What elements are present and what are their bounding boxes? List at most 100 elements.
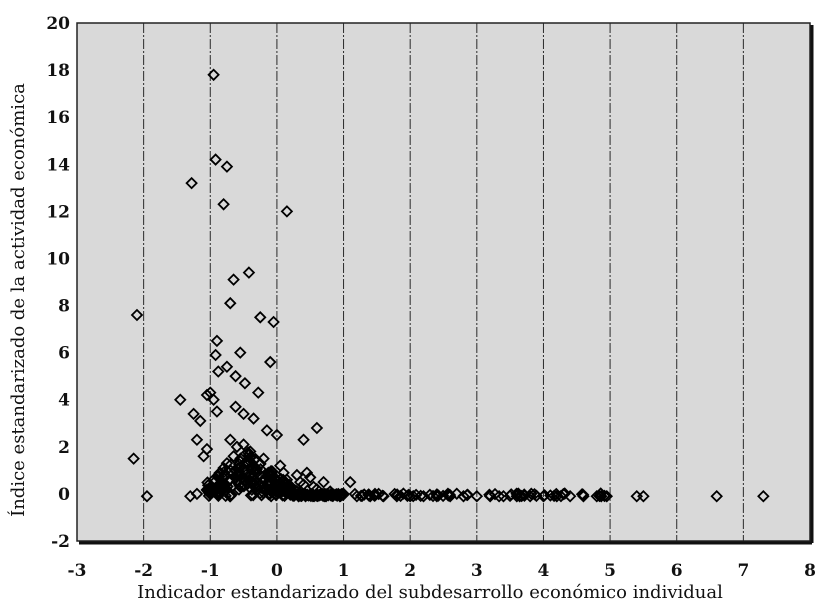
data-point <box>248 463 262 476</box>
y-tick-label: 10 <box>46 249 70 269</box>
data-point <box>127 452 140 465</box>
data-point <box>207 68 220 82</box>
data-point <box>461 488 474 502</box>
data-point <box>426 489 440 503</box>
x-tick-label: -1 <box>201 561 220 581</box>
data-point <box>594 487 607 500</box>
data-point <box>224 464 238 477</box>
data-point <box>598 489 611 503</box>
data-point <box>263 355 277 369</box>
data-point <box>254 481 268 495</box>
x-tick-label: 8 <box>804 561 816 581</box>
data-point <box>414 489 427 503</box>
data-point <box>204 480 218 494</box>
x-tick-label: -2 <box>134 561 153 581</box>
data-point <box>244 451 257 464</box>
x-tick-label: 5 <box>604 561 616 581</box>
data-point <box>450 487 464 500</box>
data-point <box>220 160 234 173</box>
y-tick-label: 4 <box>58 391 70 411</box>
data-point <box>244 476 258 490</box>
data-point <box>279 485 292 499</box>
data-point <box>515 489 528 503</box>
data-point <box>211 365 225 378</box>
data-point <box>267 315 280 329</box>
x-tick-label: -3 <box>68 561 87 581</box>
data-points <box>127 68 770 503</box>
data-point <box>207 393 220 407</box>
data-point <box>368 487 382 501</box>
data-point <box>253 311 267 324</box>
y-tick-label: 0 <box>58 485 70 505</box>
y-tick-label: 12 <box>46 202 70 222</box>
x-tick-label: 2 <box>404 561 416 581</box>
data-point <box>237 407 250 421</box>
data-point <box>297 433 310 447</box>
data-point <box>247 412 260 425</box>
x-tick-labels: -3 -2 -1 0 1 2 3 4 5 6 7 8 <box>68 561 816 581</box>
data-point <box>229 400 242 414</box>
data-point <box>270 428 284 442</box>
data-point <box>368 489 381 503</box>
plot-border <box>76 22 811 542</box>
data-point <box>314 488 327 501</box>
data-point <box>278 477 292 491</box>
data-point <box>190 487 204 501</box>
data-point <box>217 198 230 211</box>
data-point <box>194 414 207 428</box>
plot-background <box>77 23 810 541</box>
data-point <box>227 273 240 286</box>
data-point <box>224 489 237 503</box>
data-point <box>343 475 357 489</box>
data-point <box>245 483 259 497</box>
data-point <box>260 469 274 483</box>
data-point <box>233 346 247 359</box>
data-point <box>260 424 274 437</box>
data-point <box>637 489 650 503</box>
data-point <box>174 393 187 407</box>
data-point <box>293 475 307 489</box>
data-point <box>185 176 198 190</box>
data-point <box>190 433 204 447</box>
y-tick-label: 18 <box>46 61 70 81</box>
data-point <box>218 480 232 494</box>
data-point <box>140 489 154 503</box>
data-point <box>280 205 294 218</box>
x-tick-label: 1 <box>338 561 350 581</box>
data-point <box>483 488 496 502</box>
data-point <box>271 474 284 487</box>
x-tick-label: 0 <box>271 561 283 581</box>
data-point <box>200 388 214 402</box>
y-axis-title: Índice estandarizado de la actividad eco… <box>6 83 29 517</box>
data-point <box>210 405 224 418</box>
data-point <box>187 407 200 421</box>
data-point <box>209 348 222 362</box>
data-point <box>554 489 568 503</box>
plot-frame <box>76 22 814 545</box>
data-point <box>310 421 324 435</box>
data-point <box>538 488 551 502</box>
x-tick-label: 7 <box>737 561 749 581</box>
x-tick-label: 3 <box>471 561 483 581</box>
data-point <box>251 386 265 399</box>
data-point <box>130 308 144 322</box>
data-point <box>575 487 589 501</box>
data-point <box>219 489 232 503</box>
data-point <box>202 489 216 503</box>
data-point <box>209 153 222 166</box>
data-point <box>229 369 242 383</box>
data-point <box>513 489 526 503</box>
data-point <box>236 470 249 483</box>
data-point <box>282 480 295 493</box>
data-point <box>394 489 407 503</box>
data-point <box>593 489 606 503</box>
data-point <box>316 487 330 501</box>
data-point <box>210 334 224 348</box>
data-point <box>238 376 252 390</box>
data-point <box>264 489 278 503</box>
x-tick-label: 4 <box>538 561 550 581</box>
plot-area <box>77 23 810 541</box>
data-point <box>348 487 362 501</box>
data-point <box>441 487 455 501</box>
